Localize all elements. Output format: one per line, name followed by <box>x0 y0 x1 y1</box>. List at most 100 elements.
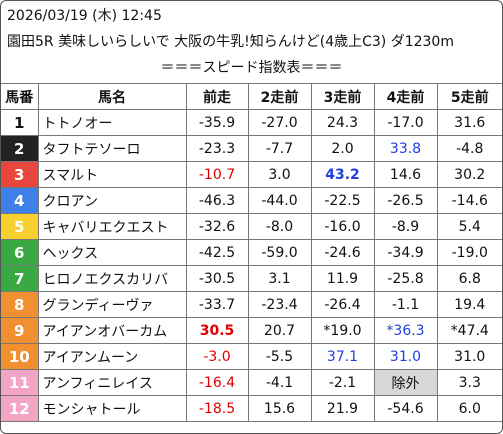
header-row: 馬番 馬名 前走 2走前 3走前 4走前 5走前 <box>1 83 502 110</box>
speed-index-5-races-ago: -14.6 <box>436 187 502 214</box>
table-row: 6 ヘックス -42.5 -59.0 -24.6 -34.9 -19.0 <box>1 239 502 266</box>
speed-index-last-race: -23.3 <box>185 135 249 162</box>
horse-name: タフトテソーロ <box>37 135 187 162</box>
speed-index-3-races-ago: 2.0 <box>310 135 375 162</box>
speed-index-2-races-ago: -8.0 <box>247 213 312 240</box>
speed-index-4-races-ago: *36.3 <box>373 317 438 344</box>
column-header-5-races-ago: 5走前 <box>436 83 502 110</box>
horse-number: 2 <box>1 135 39 162</box>
speed-index-4-races-ago: -25.8 <box>373 265 438 292</box>
speed-index-last-race: -46.3 <box>185 187 249 214</box>
speed-index-2-races-ago: -7.7 <box>247 135 312 162</box>
speed-index-last-race: -3.0 <box>185 343 249 370</box>
table-row: 10 アイアンムーン -3.0 -5.5 37.1 31.0 31.0 <box>1 343 502 370</box>
horse-number: 5 <box>1 213 39 240</box>
column-header-last-race: 前走 <box>185 83 249 110</box>
table-row: 9 アイアンオバーカム 30.5 20.7 *19.0 *36.3 *47.4 <box>1 317 502 344</box>
speed-index-5-races-ago: 19.4 <box>436 291 502 318</box>
column-header-2-races-ago: 2走前 <box>247 83 312 110</box>
table-row: 2 タフトテソーロ -23.3 -7.7 2.0 33.8 -4.8 <box>1 135 502 162</box>
speed-index-2-races-ago: -4.1 <box>247 369 312 396</box>
horse-number: 11 <box>1 369 39 396</box>
speed-index-5-races-ago: 3.3 <box>436 369 502 396</box>
speed-index-last-race: -10.7 <box>185 161 249 188</box>
speed-index-2-races-ago: 15.6 <box>247 395 312 422</box>
speed-index-3-races-ago: -22.5 <box>310 187 375 214</box>
horse-name: トトノオー <box>37 109 187 136</box>
speed-index-3-races-ago: 43.2 <box>310 161 375 188</box>
table-subtitle: ＝＝＝スピード指数表＝＝＝ <box>160 60 343 76</box>
speed-index-4-races-ago: -34.9 <box>373 239 438 266</box>
speed-index-4-races-ago: -1.1 <box>373 291 438 318</box>
horse-number: 8 <box>1 291 39 318</box>
speed-index-5-races-ago: 6.0 <box>436 395 502 422</box>
speed-index-5-races-ago: 6.8 <box>436 265 502 292</box>
speed-index-last-race: 30.5 <box>185 317 249 344</box>
speed-index-last-race: -35.9 <box>185 109 249 136</box>
speed-index-3-races-ago: -24.6 <box>310 239 375 266</box>
speed-index-4-races-ago: 31.0 <box>373 343 438 370</box>
speed-index-last-race: -42.5 <box>185 239 249 266</box>
table-row: 11 アンフィニレイス -16.4 -4.1 -2.1 除外 3.3 <box>1 369 502 396</box>
speed-index-4-races-ago: 33.8 <box>373 135 438 162</box>
speed-index-last-race: -30.5 <box>185 265 249 292</box>
horse-number: 9 <box>1 317 39 344</box>
table-row: 12 モンシャトール -18.5 15.6 21.9 -54.6 6.0 <box>1 395 502 422</box>
table-row: 3 スマルト -10.7 3.0 43.2 14.6 30.2 <box>1 161 502 188</box>
horse-name: アイアンオバーカム <box>37 317 187 344</box>
column-header-3-races-ago: 3走前 <box>310 83 375 110</box>
speed-index-4-races-ago: -8.9 <box>373 213 438 240</box>
horse-name: ヒロノエクスカリバ <box>37 265 187 292</box>
column-header-horse-name: 馬名 <box>37 83 187 110</box>
speed-index-3-races-ago: 11.9 <box>310 265 375 292</box>
speed-index-2-races-ago: 3.1 <box>247 265 312 292</box>
horse-name: スマルト <box>37 161 187 188</box>
speed-index-3-races-ago: 37.1 <box>310 343 375 370</box>
speed-index-3-races-ago: -26.4 <box>310 291 375 318</box>
race-title: 園田5R 美味しいらしいで 大阪の牛乳!知らんけど(4歳上C3) ダ1230m <box>7 34 454 50</box>
horse-number: 7 <box>1 265 39 292</box>
speed-index-3-races-ago: 21.9 <box>310 395 375 422</box>
speed-index-4-races-ago: -26.5 <box>373 187 438 214</box>
column-header-number: 馬番 <box>1 83 39 110</box>
speed-index-4-races-ago: 除外 <box>373 369 438 396</box>
horse-number: 6 <box>1 239 39 266</box>
horse-name: モンシャトール <box>37 395 187 422</box>
horse-number: 3 <box>1 161 39 188</box>
speed-index-2-races-ago: -59.0 <box>247 239 312 266</box>
speed-index-2-races-ago: -23.4 <box>247 291 312 318</box>
race-datetime: 2026/03/19 (木) 12:45 <box>7 8 162 24</box>
speed-index-2-races-ago: 3.0 <box>247 161 312 188</box>
speed-index-2-races-ago: -5.5 <box>247 343 312 370</box>
horse-name: アイアンムーン <box>37 343 187 370</box>
speed-index-5-races-ago: *47.4 <box>436 317 502 344</box>
table-row: 5 キャバリエクエスト -32.6 -8.0 -16.0 -8.9 5.4 <box>1 213 502 240</box>
speed-index-3-races-ago: 24.3 <box>310 109 375 136</box>
speed-index-2-races-ago: -27.0 <box>247 109 312 136</box>
speed-index-4-races-ago: -17.0 <box>373 109 438 136</box>
table-row: 8 グランディーヴァ -33.7 -23.4 -26.4 -1.1 19.4 <box>1 291 502 318</box>
speed-index-last-race: -33.7 <box>185 291 249 318</box>
speed-index-5-races-ago: 30.2 <box>436 161 502 188</box>
speed-index-table: 馬番 馬名 前走 2走前 3走前 4走前 5走前 1 トトノオー -35.9 -27.… <box>1 83 502 422</box>
speed-index-5-races-ago: 5.4 <box>436 213 502 240</box>
speed-index-3-races-ago: -2.1 <box>310 369 375 396</box>
horse-name: キャバリエクエスト <box>37 213 187 240</box>
horse-name: ヘックス <box>37 239 187 266</box>
table-row: 4 クロアン -46.3 -44.0 -22.5 -26.5 -14.6 <box>1 187 502 214</box>
horse-name: クロアン <box>37 187 187 214</box>
horse-number: 10 <box>1 343 39 370</box>
column-header-4-races-ago: 4走前 <box>373 83 438 110</box>
speed-index-last-race: -32.6 <box>185 213 249 240</box>
horse-number: 4 <box>1 187 39 214</box>
speed-index-2-races-ago: 20.7 <box>247 317 312 344</box>
speed-index-5-races-ago: 31.6 <box>436 109 502 136</box>
horse-name: グランディーヴァ <box>37 291 187 318</box>
horse-number: 1 <box>1 109 39 136</box>
speed-index-5-races-ago: 31.0 <box>436 343 502 370</box>
horse-number: 12 <box>1 395 39 422</box>
speed-index-5-races-ago: -19.0 <box>436 239 502 266</box>
table-row: 1 トトノオー -35.9 -27.0 24.3 -17.0 31.6 <box>1 109 502 136</box>
speed-index-4-races-ago: -54.6 <box>373 395 438 422</box>
